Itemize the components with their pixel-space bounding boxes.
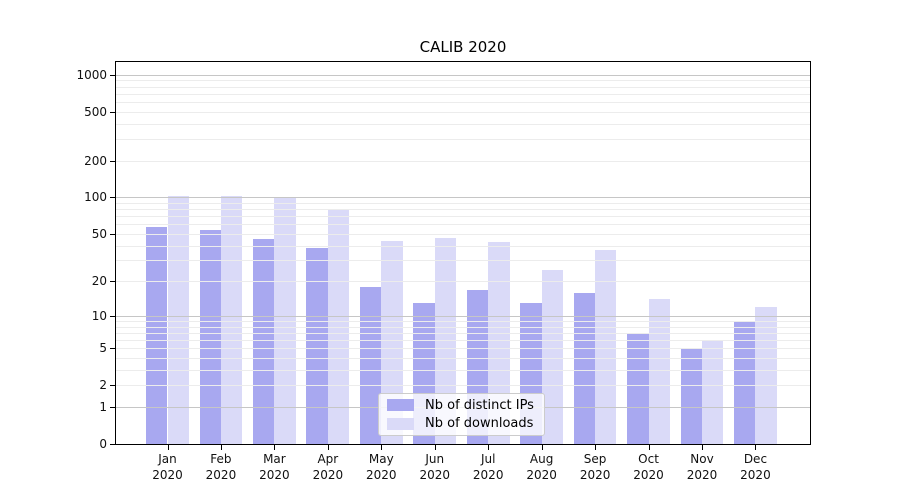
- y-axis-tick: [110, 233, 115, 235]
- x-tick-label: Feb 2020: [205, 452, 237, 482]
- y-axis-tick: [110, 160, 115, 162]
- chart-title: CALIB 2020: [419, 38, 507, 56]
- minor-gridline: [115, 123, 811, 125]
- minor-gridline: [115, 80, 811, 82]
- x-tick-label: Oct 2020: [633, 452, 664, 482]
- bar-distinct-ips-may: [359, 286, 382, 445]
- x-axis-tick: [488, 445, 490, 450]
- x-axis-tick: [327, 445, 329, 450]
- y-axis-tick: [110, 74, 115, 76]
- y-tick-label: 500: [84, 104, 107, 119]
- minor-gridline: [115, 281, 811, 283]
- legend-item-downloads: Nb of downloads: [387, 416, 544, 431]
- minor-gridline: [115, 111, 811, 113]
- y-tick-label: 0: [99, 437, 107, 451]
- minor-gridline: [115, 86, 811, 88]
- y-tick-label: 20: [91, 274, 107, 289]
- minor-gridline: [115, 233, 811, 235]
- bar-distinct-ips-oct: [627, 332, 649, 445]
- legend: Nb of distinct IPs Nb of downloads: [378, 393, 545, 436]
- x-tick-label: Dec 2020: [740, 452, 771, 482]
- x-axis-tick: [648, 445, 650, 450]
- minor-gridline: [115, 348, 811, 350]
- x-axis-tick: [220, 445, 222, 450]
- bar-downloads-oct: [648, 299, 670, 445]
- x-axis-tick: [755, 445, 757, 450]
- x-tick-label: Apr 2020: [312, 452, 344, 482]
- bar-distinct-ips-sep: [573, 292, 596, 445]
- minor-gridline: [115, 138, 811, 140]
- y-axis-tick: [110, 111, 115, 113]
- minor-gridline: [115, 339, 811, 341]
- y-axis-tick: [110, 315, 115, 317]
- x-axis-tick: [274, 445, 276, 450]
- y-tick-label: 200: [84, 153, 107, 168]
- bar-distinct-ips-dec: [734, 320, 756, 445]
- minor-gridline: [115, 320, 811, 322]
- minor-gridline: [115, 216, 811, 218]
- minor-gridline: [115, 260, 811, 262]
- legend-item-distinct-ips: Nb of distinct IPs: [387, 398, 544, 413]
- minor-gridline: [115, 245, 811, 247]
- minor-gridline: [115, 369, 811, 371]
- x-axis-tick: [167, 445, 169, 450]
- y-axis-tick: [110, 197, 115, 199]
- y-tick-label: 1: [99, 399, 107, 414]
- y-axis-tick: [110, 406, 115, 408]
- minor-gridline: [115, 326, 811, 328]
- y-tick-label: 50: [91, 226, 107, 241]
- bar-distinct-ips-nov: [680, 348, 702, 445]
- x-tick-label: Mar 2020: [259, 452, 290, 482]
- minor-gridline: [115, 101, 811, 103]
- minor-gridline: [115, 160, 811, 162]
- x-axis-tick: [702, 445, 703, 450]
- major-gridline: [115, 74, 811, 76]
- x-tick-label: Sep 2020: [579, 452, 611, 482]
- y-axis-tick: [110, 444, 115, 445]
- bar-distinct-ips-mar: [253, 239, 275, 445]
- major-gridline: [115, 315, 811, 317]
- x-axis-tick: [595, 445, 597, 450]
- legend-swatch-downloads: [387, 417, 414, 430]
- major-gridline: [115, 197, 811, 199]
- minor-gridline: [115, 224, 811, 226]
- minor-gridline: [115, 332, 811, 334]
- y-tick-label: 100: [84, 190, 107, 205]
- x-tick-label: Aug 2020: [526, 452, 557, 482]
- x-axis-tick: [434, 445, 436, 450]
- bar-downloads-aug: [541, 269, 564, 445]
- x-axis-tick: [541, 445, 543, 450]
- bar-downloads-feb: [220, 196, 243, 445]
- y-axis-tick: [110, 348, 115, 350]
- minor-gridline: [115, 202, 811, 204]
- bar-distinct-ips-apr: [306, 248, 328, 445]
- y-tick-label: 5: [99, 341, 107, 356]
- x-tick-label: May 2020: [366, 452, 397, 482]
- y-tick-label: 1000: [76, 67, 107, 82]
- x-tick-label: Nov 2020: [686, 452, 718, 482]
- minor-gridline: [115, 93, 811, 95]
- bar-distinct-ips-feb: [199, 229, 221, 445]
- y-tick-label: 2: [99, 378, 107, 393]
- minor-gridline: [115, 209, 811, 211]
- x-tick-label: Jan 2020: [152, 452, 183, 482]
- y-axis-tick: [110, 281, 115, 283]
- bar-downloads-nov: [702, 339, 724, 445]
- x-tick-label: Jun 2020: [419, 452, 451, 482]
- y-axis-tick: [110, 385, 115, 387]
- legend-swatch-distinct-ips: [387, 399, 414, 412]
- x-axis-tick: [381, 445, 383, 450]
- x-tick-label: Jul 2020: [472, 452, 504, 482]
- minor-gridline: [115, 385, 811, 387]
- legend-label-downloads: Nb of downloads: [425, 416, 534, 432]
- legend-label-distinct-ips: Nb of distinct IPs: [425, 397, 534, 413]
- bar-downloads-dec: [755, 306, 777, 445]
- y-tick-label: 10: [91, 308, 107, 323]
- bar-downloads-jan: [167, 195, 189, 445]
- bar-downloads-sep: [595, 249, 617, 445]
- minor-gridline: [115, 357, 811, 359]
